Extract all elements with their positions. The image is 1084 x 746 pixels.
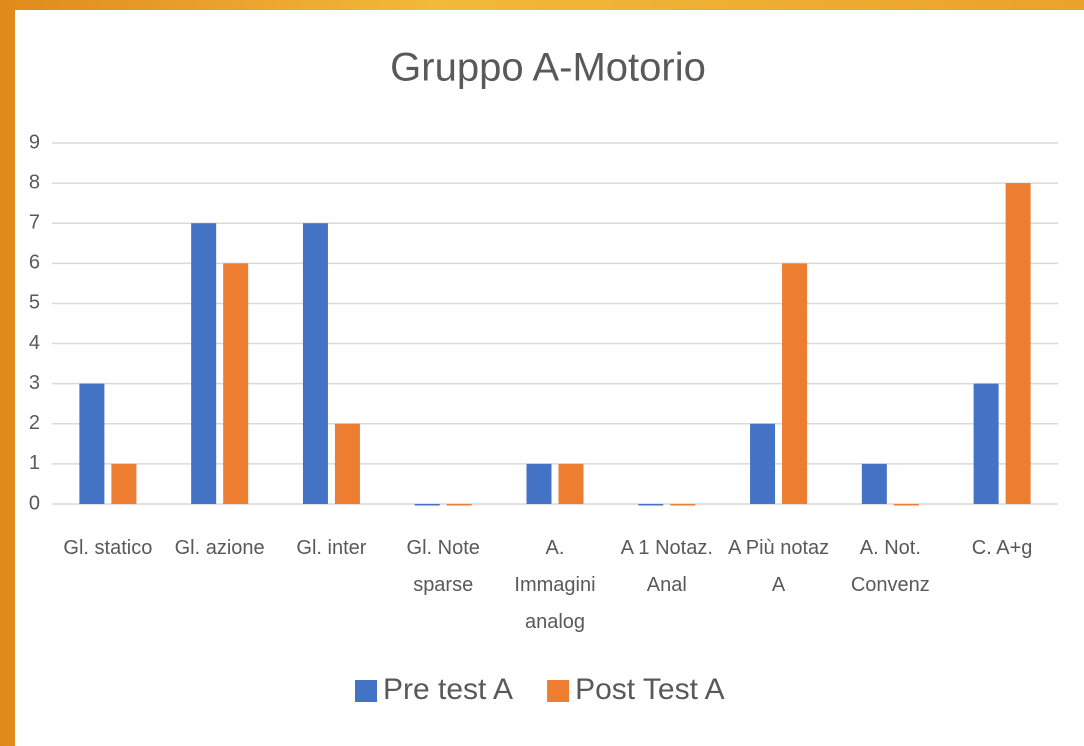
bar bbox=[782, 263, 808, 504]
bar bbox=[1005, 183, 1031, 504]
bar bbox=[558, 463, 584, 504]
legend-label: Pre test A bbox=[383, 673, 513, 706]
x-tick-label: C. A+g bbox=[971, 537, 1033, 559]
legend-label: Post Test A bbox=[575, 673, 725, 706]
bar bbox=[414, 504, 440, 506]
y-tick-label: 3 bbox=[29, 372, 40, 394]
y-tick-label: 5 bbox=[29, 292, 40, 314]
bar bbox=[111, 463, 137, 504]
y-tick-label: 2 bbox=[29, 412, 40, 434]
bar bbox=[79, 383, 105, 504]
x-tick-label: Gl. inter bbox=[296, 537, 367, 559]
bar bbox=[861, 463, 887, 504]
x-tick-label: A. Not. Convenz bbox=[850, 537, 930, 596]
bar bbox=[302, 223, 328, 504]
x-tick-label: Gl. azione bbox=[174, 537, 265, 559]
bar bbox=[670, 504, 696, 506]
x-tick-label: Gl. statico bbox=[63, 537, 153, 559]
x-tick-label: A 1 Notaz. Anal bbox=[620, 537, 713, 596]
y-tick-label: 0 bbox=[29, 492, 40, 514]
bar bbox=[334, 423, 360, 504]
y-tick-label: 1 bbox=[29, 452, 40, 474]
x-tick-label: Gl. Note sparse bbox=[406, 537, 480, 596]
bar bbox=[973, 383, 999, 504]
bar bbox=[893, 504, 919, 506]
bar bbox=[526, 463, 552, 504]
bar bbox=[191, 223, 217, 504]
y-tick-label: 8 bbox=[29, 171, 40, 193]
x-tick-label: A Più notaz A bbox=[727, 537, 830, 596]
chart-title: Gruppo A-Motorio bbox=[390, 46, 706, 90]
legend-swatch bbox=[547, 680, 570, 702]
legend-swatch bbox=[355, 680, 377, 702]
bar bbox=[223, 263, 249, 504]
bar bbox=[750, 423, 776, 504]
y-tick-label: 7 bbox=[29, 212, 40, 234]
y-tick-label: 6 bbox=[29, 252, 40, 274]
y-tick-label: 4 bbox=[29, 332, 40, 354]
bar bbox=[638, 504, 664, 506]
bar bbox=[446, 504, 472, 506]
x-tick-label: A. Immagini analog bbox=[514, 537, 596, 633]
y-tick-label: 9 bbox=[29, 131, 40, 153]
